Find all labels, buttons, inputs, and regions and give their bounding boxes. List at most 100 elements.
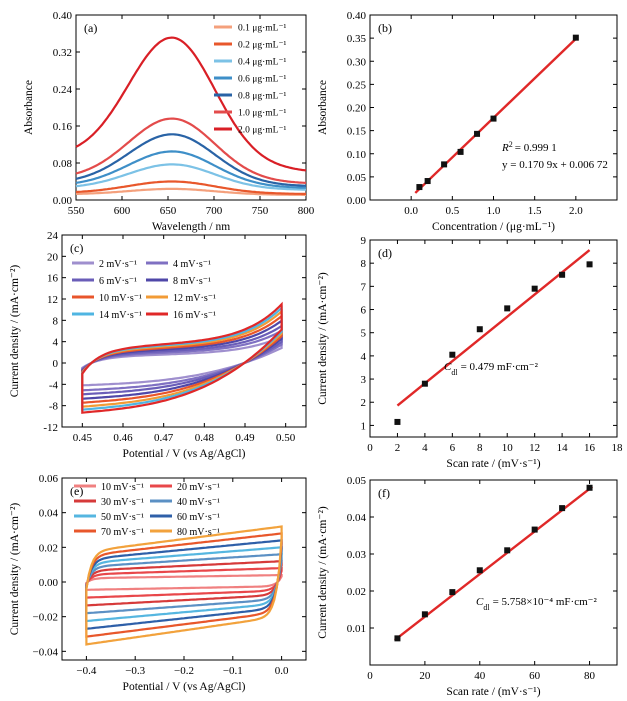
- y-tick-label: 8: [361, 258, 367, 270]
- y-tick-label: 16: [47, 273, 59, 285]
- y-tick-label: 6: [361, 305, 367, 317]
- y-tick-label: 0.35: [347, 33, 367, 45]
- legend-label: 8 mV·s⁻¹: [173, 276, 211, 287]
- x-tick-label: 12: [529, 442, 540, 454]
- data-point: [559, 505, 566, 512]
- x-tick-label: 14: [557, 442, 569, 454]
- x-axis-label: Potential / V (vs Ag/AgCl): [123, 681, 246, 693]
- cv-loop: [85, 560, 283, 607]
- x-axis-label: Scan rate / (mV·s⁻¹): [446, 458, 540, 470]
- data-point: [457, 148, 464, 155]
- legend-label: 10 mV·s⁻¹: [101, 482, 144, 493]
- y-axis-label: Current density / (mA·cm⁻²): [317, 506, 329, 639]
- y-tick-label: 0.24: [53, 84, 73, 96]
- plot-frame: [369, 14, 618, 201]
- y-tick-label: 0.40: [347, 10, 367, 22]
- x-tick-label: 0.0: [404, 205, 418, 217]
- legend-label: 1.0 μg·mL⁻¹: [238, 109, 286, 119]
- legend-label: 20 mV·s⁻¹: [177, 482, 220, 493]
- legend-label: 4 mV·s⁻¹: [173, 259, 211, 270]
- x-tick-label: 16: [584, 442, 596, 454]
- spectrum-line: [75, 180, 306, 195]
- data-point: [476, 326, 483, 333]
- legend-label: 50 mV·s⁻¹: [101, 512, 144, 523]
- x-tick-label: 0.48: [195, 432, 215, 444]
- y-tick-label: 7: [361, 281, 367, 293]
- cdl-annotation: Cdl = 5.758×10⁻⁴ mF·cm⁻²: [476, 596, 597, 612]
- y-tick-label: 12: [47, 294, 58, 306]
- y-tick-label: 2: [361, 397, 367, 409]
- legend-label: 80 mV·s⁻¹: [177, 527, 220, 538]
- x-tick-label: 4: [422, 442, 428, 454]
- y-tick-label: 9: [361, 235, 367, 247]
- data-point: [424, 178, 431, 185]
- x-tick-label: 0.50: [276, 432, 296, 444]
- legend-label: 10 mV·s⁻¹: [99, 293, 142, 304]
- cv-loop: [81, 328, 283, 392]
- y-tick-label: -8: [49, 401, 59, 413]
- data-point: [441, 161, 448, 168]
- y-tick-label: 0.00: [347, 195, 367, 207]
- data-point: [504, 305, 511, 312]
- legend-label: 0.1 μg·mL⁻¹: [238, 24, 286, 34]
- legend-label: 6 mV·s⁻¹: [99, 276, 137, 287]
- y-tick-label: 0.05: [347, 475, 367, 487]
- y-axis-label: Absorbance: [317, 80, 329, 135]
- panel-c: 0.45 0.46 0.47 0.48 0.49 0.50 -12 -8 -4 0 4 8 12 16 20…: [9, 230, 307, 460]
- data-point: [421, 611, 428, 618]
- x-tick-label: 2.0: [569, 205, 583, 217]
- data-point: [586, 484, 593, 491]
- cdl-annotation: Cdl = 0.479 mF·cm⁻²: [444, 361, 539, 377]
- x-tick-label: 80: [584, 670, 596, 682]
- legend-label: 2 mV·s⁻¹: [99, 259, 137, 270]
- y-tick-label: 0.01: [347, 623, 366, 635]
- spectrum-line: [75, 163, 307, 191]
- legend-label: 16 mV·s⁻¹: [173, 310, 216, 321]
- data-point: [449, 589, 456, 596]
- x-tick-label: 1.0: [487, 205, 501, 217]
- x-tick-label: 8: [477, 442, 483, 454]
- r-squared-symbol: R: [501, 142, 509, 154]
- spectrum-line: [75, 150, 306, 189]
- data-point: [504, 547, 511, 554]
- x-axis-label: Wavelength / nm: [152, 221, 230, 233]
- y-tick-label: 0.30: [347, 56, 367, 68]
- y-tick-label: 0.00: [53, 195, 73, 207]
- cv-loop: [81, 334, 283, 387]
- legend-label: 70 mV·s⁻¹: [101, 527, 144, 538]
- legend-label: 40 mV·s⁻¹: [177, 497, 220, 508]
- legend-label: 30 mV·s⁻¹: [101, 497, 144, 508]
- y-tick-label: 5: [361, 328, 367, 340]
- x-tick-label: −0.1: [223, 665, 243, 677]
- y-tick-label: 0.06: [39, 473, 59, 485]
- data-point: [416, 184, 423, 191]
- spectrum-line: [76, 187, 306, 196]
- panel-label: (b): [378, 21, 392, 35]
- legend-label: 0.2 μg·mL⁻¹: [238, 41, 286, 51]
- cv-loop: [81, 301, 283, 414]
- legend-label: 14 mV·s⁻¹: [99, 310, 142, 321]
- x-tick-label: 6: [450, 442, 456, 454]
- fit-line: [396, 249, 591, 407]
- x-tick-label: 700: [206, 205, 223, 217]
- y-axis-label: Current density / (mA·cm⁻²): [317, 272, 329, 405]
- panel-e: −0.4 −0.3 −0.2 −0.1 0.0 −0.04 −0.02 0.00 0.02 0.0…: [9, 473, 307, 693]
- y-tick-label: 0.25: [347, 79, 367, 91]
- cv-loop: [85, 574, 283, 591]
- y-tick-label: 0: [53, 358, 59, 370]
- panel-a: 550 600 650 700 750 800 0.00 0.08 0.16 0.24 0.32 0.…: [23, 10, 315, 233]
- y-tick-label: 0.15: [347, 126, 367, 138]
- x-tick-label: 0: [367, 442, 373, 454]
- y-tick-label: 0.02: [347, 586, 366, 598]
- cdl-subscript: dl: [483, 603, 490, 612]
- panel-f: 0 20 40 60 80 0.01 0.02 0.03 0.04 0.05 Scan rate /…: [317, 475, 618, 698]
- cdl-symbol: C: [476, 596, 484, 608]
- spectrum-line: [75, 36, 307, 172]
- data-point: [586, 261, 593, 268]
- data-point: [559, 271, 566, 278]
- data-point: [476, 567, 483, 574]
- x-tick-label: 0.0: [275, 665, 289, 677]
- x-tick-label: −0.3: [125, 665, 145, 677]
- spectrum-line: [75, 117, 307, 184]
